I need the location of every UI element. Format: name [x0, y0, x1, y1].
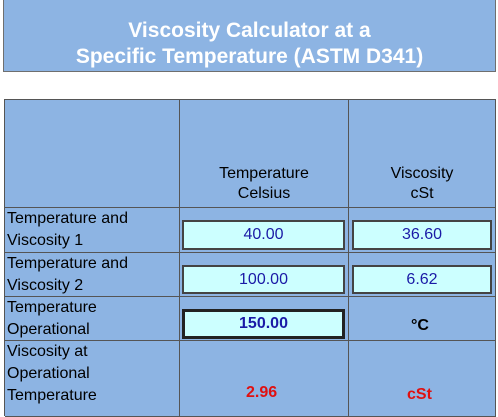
row3-label-line2: Operational	[7, 321, 90, 338]
row2-temperature-input[interactable]	[182, 265, 345, 294]
header-viscosity-line2: cSt	[410, 185, 434, 202]
row3-label-line1: Temperature	[7, 299, 97, 316]
title-line-2: Specific Temperature (ASTM D341)	[75, 45, 424, 68]
header-viscosity: Viscosity cSt	[349, 100, 496, 208]
cst-unit-label: cSt	[407, 386, 432, 403]
row3-label: Temperature Operational	[5, 297, 180, 341]
header-temperature-line1: Temperature	[219, 165, 309, 182]
row1-temperature-cell	[180, 208, 349, 253]
row4-label-line3: Temperature	[7, 387, 97, 404]
row1-label-line1: Temperature and	[7, 210, 128, 227]
row4-label-line1: Viscosity at	[7, 343, 88, 360]
header-temperature: Temperature Celsius	[180, 100, 349, 208]
row2-label-line2: Viscosity 2	[7, 277, 84, 294]
row2-temperature-cell	[180, 253, 349, 297]
row2-label-line1: Temperature and	[7, 255, 128, 272]
row1-viscosity-input[interactable]	[352, 220, 492, 250]
viscosity-result-value: 2.96	[246, 384, 278, 401]
celsius-unit-label: °C	[411, 317, 429, 334]
title-line-1: Viscosity Calculator at a	[128, 19, 371, 42]
row1-viscosity-cell	[349, 208, 496, 253]
row2-label: Temperature and Viscosity 2	[5, 253, 180, 297]
row1-label: Temperature and Viscosity 1	[5, 208, 180, 253]
calculator-table: Temperature Celsius Viscosity cSt Temper…	[4, 99, 496, 417]
row1-label-line2: Viscosity 1	[7, 232, 84, 249]
header-viscosity-line1: Viscosity	[390, 165, 454, 182]
row4-label-line2: Operational	[7, 365, 90, 382]
calculator-title: Viscosity Calculator at a Specific Tempe…	[3, 0, 496, 72]
row4-unit-cell: cSt	[349, 341, 496, 417]
row4-result-cell: 2.96	[180, 341, 349, 417]
row3-unit-cell: °C	[349, 297, 496, 341]
header-blank-cell	[5, 100, 180, 208]
row2-viscosity-input[interactable]	[352, 265, 492, 294]
row1-temperature-input[interactable]	[182, 220, 345, 250]
row3-temperature-cell	[180, 297, 349, 341]
row4-label: Viscosity at Operational Temperature	[5, 341, 180, 417]
row2-viscosity-cell	[349, 253, 496, 297]
header-temperature-line2: Celsius	[237, 185, 291, 202]
operational-temperature-input[interactable]	[182, 309, 345, 339]
